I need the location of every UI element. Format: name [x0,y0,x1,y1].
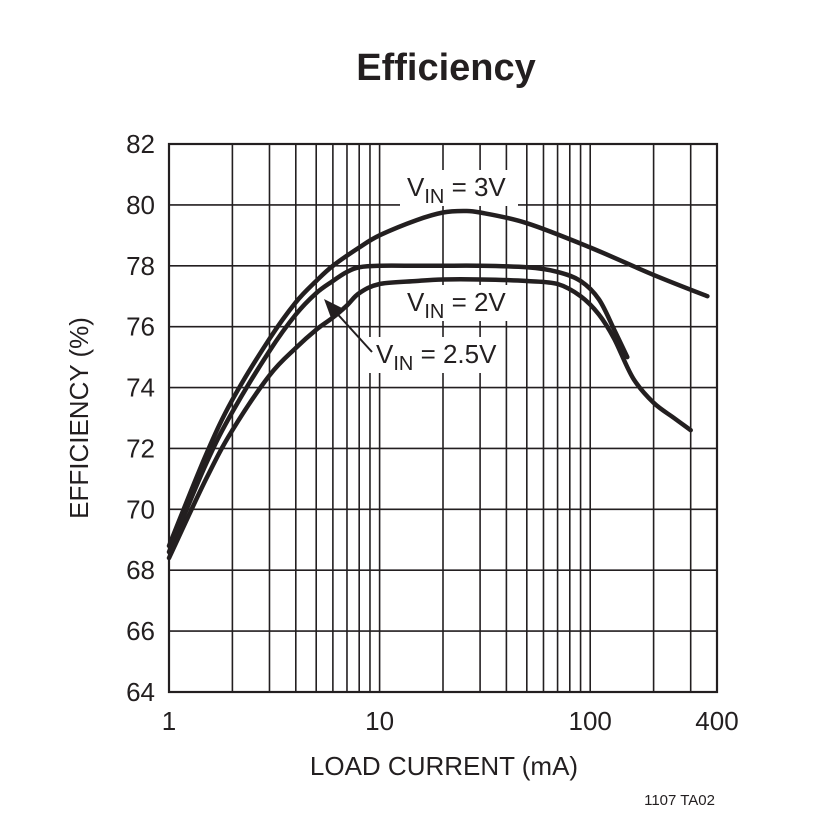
series-label-main: V [376,339,394,369]
series-label-main: V [407,287,425,317]
y-tick-label: 82 [126,129,155,159]
chart-title: Efficiency [356,47,536,89]
y-tick-label: 70 [126,494,155,524]
series-label-bg [400,285,510,321]
arrow-line [331,307,373,353]
series-label-rest: = 2V [444,287,506,317]
series-label-sub: IN [393,353,413,375]
series-label-vin-2v: VIN = 2V [407,287,506,323]
x-tick-label: 100 [569,706,612,736]
series-label-rest: = 2.5V [413,339,497,369]
y-tick-label: 68 [126,555,155,585]
series-label-sub: IN [424,186,444,208]
y-axis-label: EFFICIENCY (%) [64,317,94,519]
series-label-vin-3v: VIN = 3V [407,172,506,208]
y-tick-label: 72 [126,433,155,463]
series-line-vin-3v [166,208,710,549]
figure-code: 1107 TA02 [644,792,715,809]
x-tick-labels: 1 10 100 400 [162,706,739,736]
x-tick-label: 400 [695,706,738,736]
series-line-vin-2-5v [166,263,630,555]
series-label-rest: = 3V [444,172,506,202]
x-tick-label: 10 [365,706,394,736]
series-line-vin-2v [166,277,693,561]
vertical-gridlines [168,144,718,692]
arrow-head [324,299,342,318]
y-tick-label: 80 [126,190,155,220]
y-tick-label: 74 [126,373,155,403]
series-label-main: V [407,172,425,202]
y-tick-label: 76 [126,312,155,342]
y-tick-label: 78 [126,251,155,281]
series-label-bg [368,337,500,373]
series-label-vin-2-5v: VIN = 2.5V [376,339,497,375]
series-label-bg [400,170,518,206]
y-tick-labels: 64 66 68 70 72 74 76 78 80 82 [126,129,155,707]
plot-frame [167,142,719,694]
y-tick-label: 66 [126,616,155,646]
series-label-sub: IN [424,301,444,323]
x-axis-label: LOAD CURRENT (mA) [310,751,578,781]
x-tick-label: 1 [162,706,176,736]
y-tick-label: 64 [126,677,155,707]
series-lines [166,208,710,561]
